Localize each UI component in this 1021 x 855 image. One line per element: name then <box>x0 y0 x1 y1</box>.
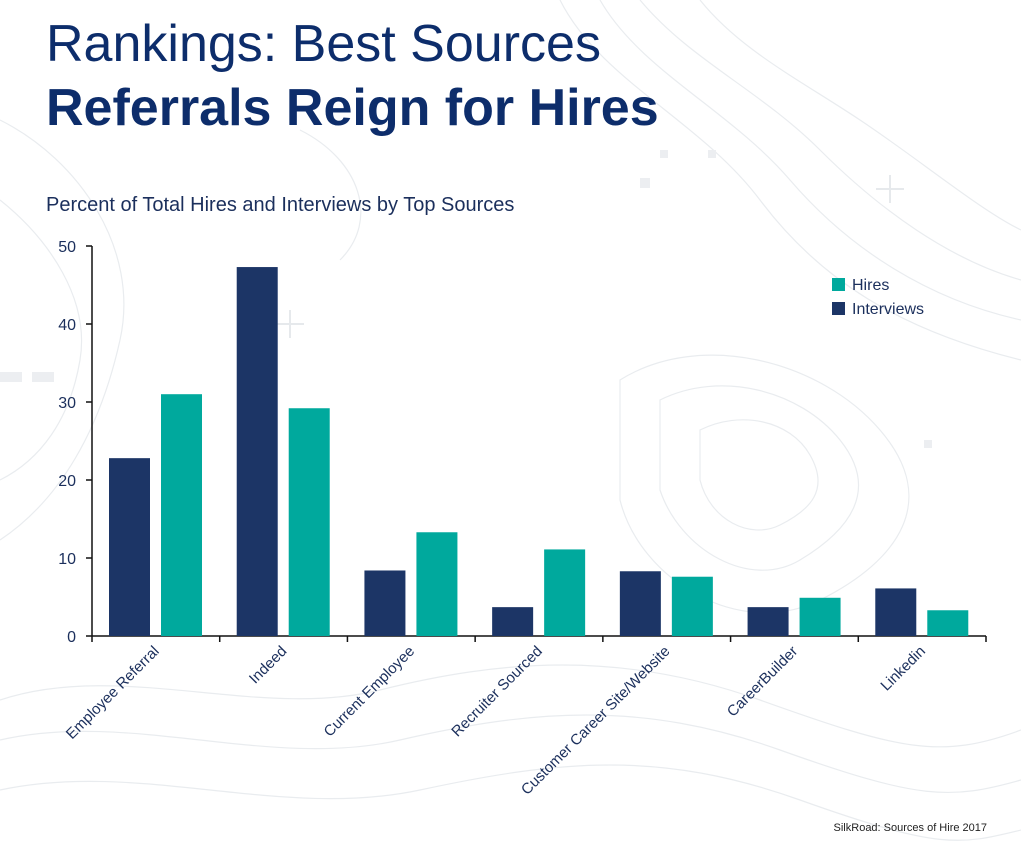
legend-swatch-hires <box>832 278 845 291</box>
x-tick-label: Customer Career Site/Website <box>518 643 674 799</box>
x-tick-label: Indeed <box>246 643 290 687</box>
bar-interviews-2 <box>236 267 278 636</box>
title-line-1: Rankings: Best Sources <box>46 15 601 73</box>
bar-interviews-7 <box>875 588 917 636</box>
bar-interviews-6 <box>747 607 789 636</box>
bar-hires-7 <box>927 610 969 636</box>
x-tick-label: Recruiter Sourced <box>448 643 546 741</box>
bar-hires-1 <box>161 394 202 636</box>
legend-label-interviews: Interviews <box>852 301 924 318</box>
chart-legend: Hires Interviews <box>832 277 924 318</box>
bar-interviews-1 <box>109 458 150 636</box>
y-tick-label: 20 <box>58 473 76 490</box>
bar-hires-6 <box>799 597 841 636</box>
bar-hires-2 <box>288 408 330 636</box>
bar-hires-3 <box>416 532 458 636</box>
y-tick-label: 10 <box>58 551 76 568</box>
y-tick-label: 30 <box>58 395 76 412</box>
y-tick-label: 0 <box>67 629 76 646</box>
x-tick-label: Current Employee <box>321 643 419 741</box>
x-axis: Employee Referral Indeed Current Employee R… <box>63 635 987 799</box>
bar-interviews-4 <box>492 607 534 636</box>
x-tick-label: Employee Referral <box>63 643 163 743</box>
bar-interviews-3 <box>364 570 406 636</box>
legend-swatch-interviews <box>832 302 845 315</box>
title-line-2: Referrals Reign for Hires <box>46 79 659 137</box>
legend-label-hires: Hires <box>852 277 889 294</box>
bars <box>109 267 969 636</box>
chart-title: Percent of Total Hires and Interviews by… <box>46 194 515 216</box>
bar-interviews-5 <box>619 571 661 636</box>
bar-hires-4 <box>544 549 586 636</box>
bar-hires-5 <box>671 576 713 636</box>
x-tick-label: CareerBuilder <box>724 643 801 720</box>
x-tick-label: Linkedin <box>877 643 929 695</box>
y-axis: 0 10 20 30 40 50 <box>58 239 93 646</box>
y-tick-label: 40 <box>58 317 76 334</box>
y-tick-label: 50 <box>58 239 76 256</box>
source-credit: SilkRoad: Sources of Hire 2017 <box>833 822 987 834</box>
